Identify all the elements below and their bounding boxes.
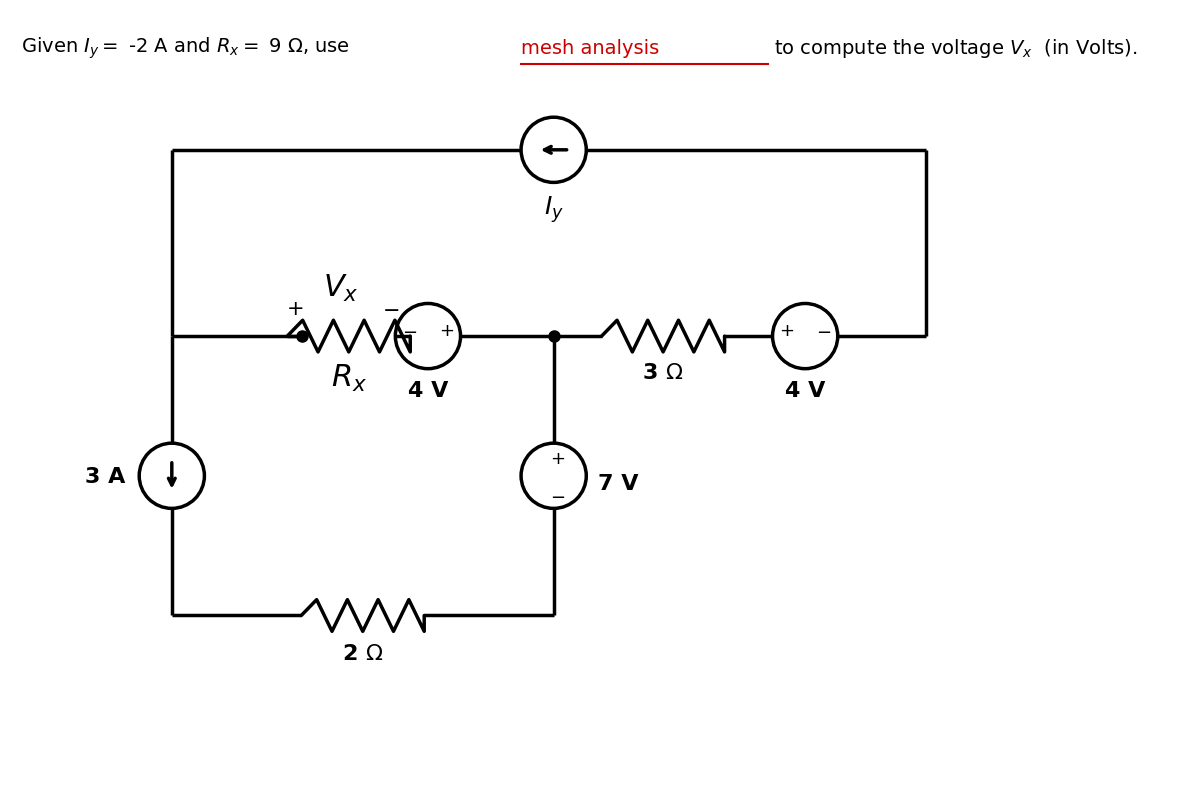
Text: $\mathit{I_y}$: $\mathit{I_y}$ [544,195,564,225]
Text: 3 A: 3 A [85,466,125,486]
Text: $-$: $-$ [550,487,565,504]
Text: $\mathit{R_x}$: $\mathit{R_x}$ [331,363,367,394]
Text: 4 V: 4 V [408,380,448,401]
Text: $+$: $+$ [550,449,565,467]
Text: 7 V: 7 V [599,474,638,494]
Text: Given $I_y = $ -2 A and $R_x = $ 9 $\Omega$, use: Given $I_y = $ -2 A and $R_x = $ 9 $\Ome… [20,36,350,61]
Text: to compute the voltage $V_x$  (in Volts).: to compute the voltage $V_x$ (in Volts). [768,36,1138,60]
Text: $+$: $+$ [779,322,794,340]
Text: $+$: $+$ [286,298,304,319]
Text: $-$: $-$ [816,322,832,340]
Text: $\mathit{V_x}$: $\mathit{V_x}$ [324,272,359,304]
Text: 2 $\Omega$: 2 $\Omega$ [342,644,384,663]
Text: $-$: $-$ [382,298,400,319]
Text: 3 $\Omega$: 3 $\Omega$ [642,363,684,383]
Text: $-$: $-$ [402,322,416,340]
Text: $+$: $+$ [439,322,454,340]
Text: mesh analysis: mesh analysis [521,39,659,58]
Text: 4 V: 4 V [785,380,826,401]
